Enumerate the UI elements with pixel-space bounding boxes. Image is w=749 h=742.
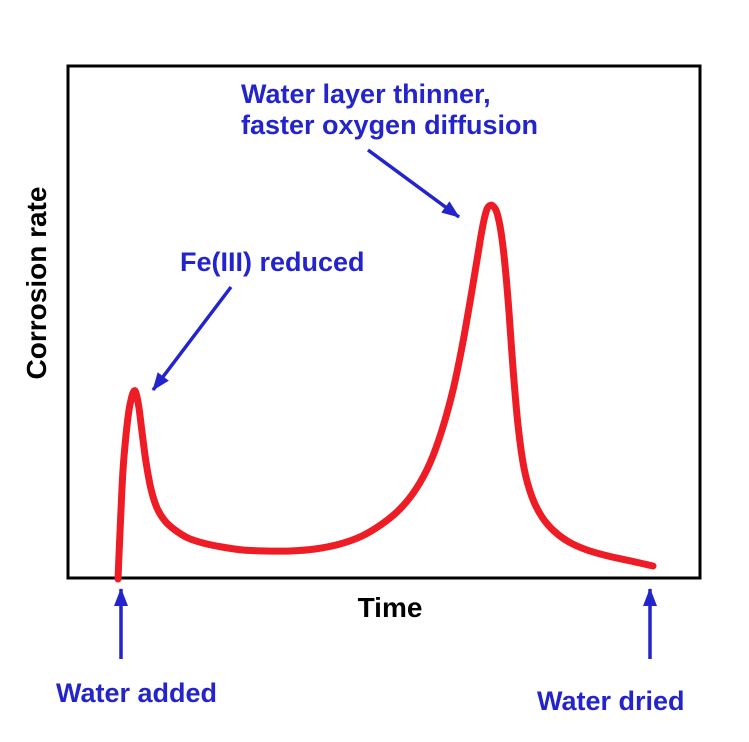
plot-border — [66, 64, 702, 580]
water-added-label: Water added — [56, 678, 218, 708]
fe3-reduced-arrow — [151, 285, 233, 392]
water-layer-thinner-label: Water layer thinner, faster oxygen diffu… — [241, 79, 539, 141]
fe3-reduced-label: Fe(III) reduced — [180, 247, 365, 277]
corrosion-curve — [114, 201, 657, 583]
y-axis-label: Corrosion rate — [21, 186, 52, 380]
water-layer-thinner-arrow — [366, 148, 461, 219]
x-axis-label: Time — [357, 592, 423, 623]
water-dried-label: Water dried — [537, 686, 685, 716]
